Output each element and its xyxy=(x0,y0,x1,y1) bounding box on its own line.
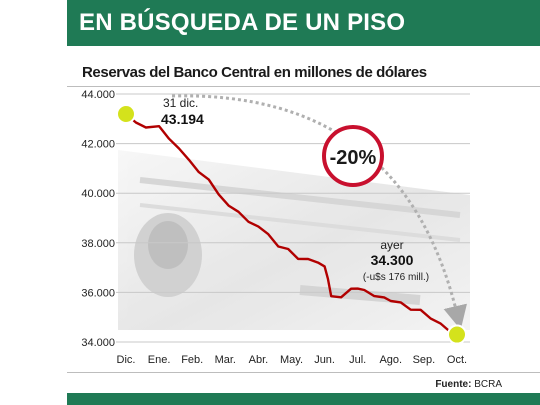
x-tick-label: Jun. xyxy=(314,354,335,366)
header-bar: EN BÚSQUEDA DE UN PISO xyxy=(67,0,540,46)
chart-subtitle: Reservas del Banco Central en millones d… xyxy=(82,64,427,81)
percent-change-badge: -20% xyxy=(322,125,384,187)
y-tick-label: 34.000 xyxy=(81,337,115,349)
y-tick-label: 44.000 xyxy=(81,89,115,101)
footer-bar xyxy=(67,393,540,405)
series-line-reserves xyxy=(125,113,458,336)
dollar-bill-illustration xyxy=(118,150,470,330)
x-tick-label: Abr. xyxy=(249,354,269,366)
percent-change-text: -20% xyxy=(330,147,377,169)
start-annotation-value: 43.194 xyxy=(161,111,204,127)
x-tick-label: Feb. xyxy=(181,354,203,366)
x-tick-label: Ago. xyxy=(379,354,402,366)
x-tick-label: Oct. xyxy=(447,354,467,366)
y-tick-label: 36.000 xyxy=(81,287,115,299)
end-point-marker xyxy=(447,324,467,345)
source-label: Fuente: xyxy=(435,379,472,390)
x-tick-label: Mar. xyxy=(215,354,236,366)
end-annotation-value: 34.300 xyxy=(371,252,414,268)
bottom-divider xyxy=(67,372,540,373)
x-tick-label: Jul. xyxy=(349,354,366,366)
y-tick-label: 38.000 xyxy=(81,238,115,250)
x-tick-label: Sep. xyxy=(413,354,436,366)
source-credit: Fuente: BCRA xyxy=(435,379,502,390)
x-tick-label: May. xyxy=(280,354,303,366)
start-point-marker xyxy=(116,103,136,124)
y-axis: 34.000 36.000 38.000 40.000 42.000 44.000 xyxy=(81,89,115,349)
start-annotation-label: 31 dic. xyxy=(163,96,198,110)
x-tick-label: Ene. xyxy=(148,354,171,366)
series-group xyxy=(125,113,458,336)
top-divider xyxy=(67,86,540,87)
source-value: BCRA xyxy=(474,379,502,390)
end-annotation-note: (-u$s 176 mill.) xyxy=(363,272,429,283)
x-tick-label: Dic. xyxy=(117,354,136,366)
y-tick-label: 42.000 xyxy=(81,139,115,151)
end-annotation-label: ayer xyxy=(380,238,403,252)
y-tick-label: 40.000 xyxy=(81,188,115,200)
page-title: EN BÚSQUEDA DE UN PISO xyxy=(79,9,406,36)
x-axis: Dic. Ene. Feb. Mar. Abr. May. Jun. Jul. Ago. Sep.… xyxy=(117,354,468,366)
